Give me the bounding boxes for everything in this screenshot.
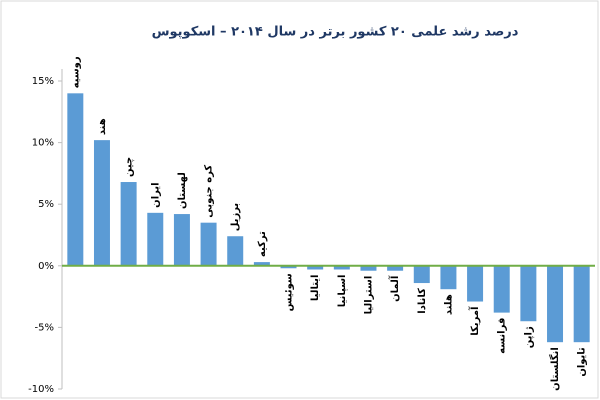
category-label: استرالیا [363,276,374,315]
bar [200,222,217,266]
bar [67,93,84,266]
y-tick-label: -10% [28,384,54,395]
category-label: انگلستان [548,347,561,391]
category-label: کانادا [417,288,428,314]
chart-title: درصد رشد علمی ۲۰ کشور برتر در سال ۲۰۱۴ –… [152,25,519,40]
category-label: ژاپن [523,326,534,348]
category-label: کره جنوبی [204,165,215,218]
y-tick-label: 0% [38,261,54,272]
category-label: هند [97,118,108,135]
category-label: چین [124,157,135,177]
category-label: سوئیس [284,273,295,311]
bar [333,265,350,270]
category-label: آلمان [388,275,401,302]
bar [227,236,244,266]
bar [440,265,457,290]
bar [413,265,430,284]
category-label: اسپانیا [337,274,348,307]
bar [307,265,324,270]
bar [467,265,484,302]
bar [573,265,590,343]
bar [93,140,110,266]
bar [547,265,564,343]
bar [387,265,404,271]
bar [493,265,510,313]
category-label: آمریکا [468,306,481,336]
category-label: ایران [150,182,161,207]
category-label: لهستان [177,172,188,209]
bar [120,182,137,266]
bar [147,212,164,266]
y-tick-label: 5% [38,199,54,210]
bar [280,265,297,269]
category-label: ترکیه [257,231,268,257]
y-tick-label: -5% [35,322,54,333]
bar [520,265,537,322]
category-label: ایتالیا [310,274,321,301]
category-label: فرانسه [497,318,508,354]
bar [253,262,270,266]
y-tick-label: 15% [32,76,54,87]
y-tick-label: 10% [32,138,54,149]
category-label: روسیه [70,56,81,88]
category-label: تایوان [577,347,588,377]
bar [360,265,377,271]
category-label: برزیل [230,203,241,231]
category-label: هلند [443,294,454,315]
bar [173,214,190,266]
